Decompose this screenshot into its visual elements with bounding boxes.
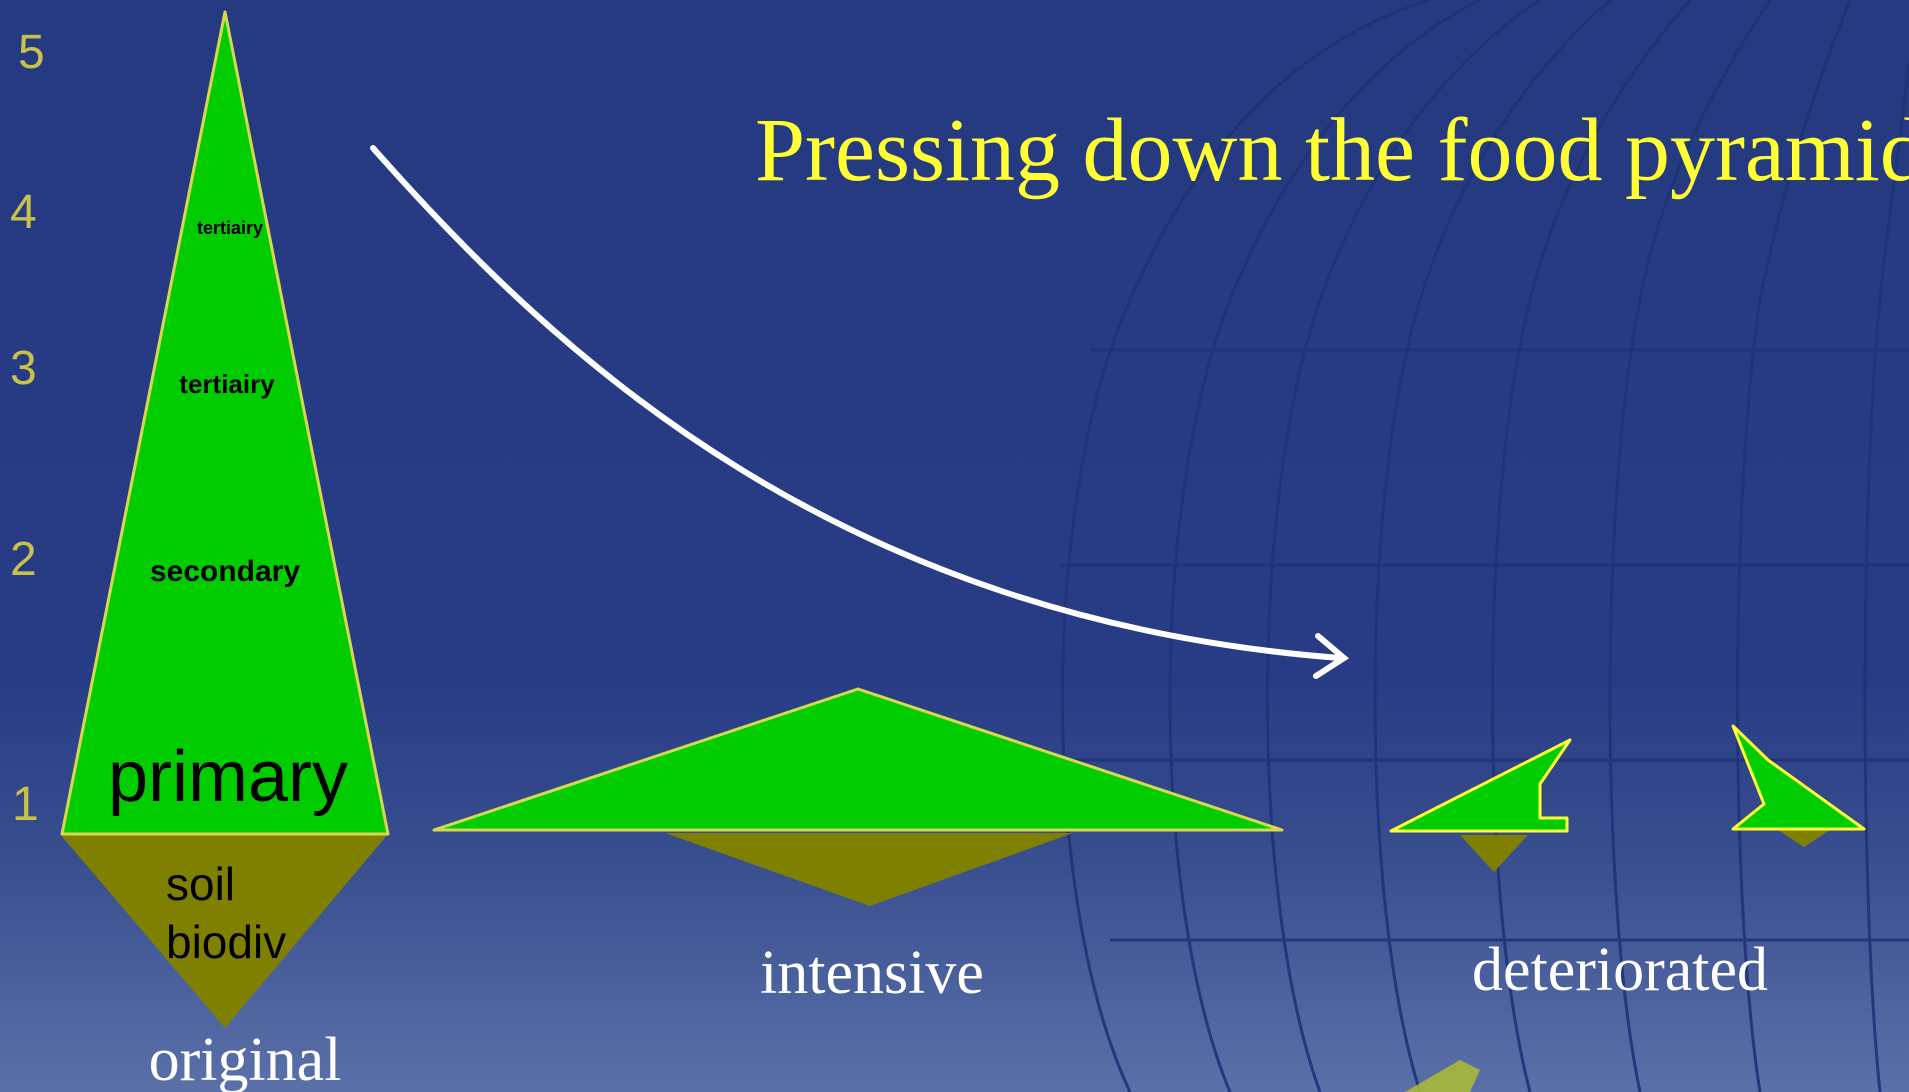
level-2-label: 2	[10, 533, 37, 586]
level-axis: 5 4 3 2 1	[10, 26, 45, 831]
deteriorated-food-shape-2	[1731, 724, 1866, 831]
original-food-pyramid	[60, 10, 390, 836]
deteriorated-soil-triangle-1	[1460, 835, 1528, 872]
intensive-food-pyramid	[432, 687, 1284, 832]
original-level4-label: tertiairy	[197, 218, 263, 238]
level-4-label: 4	[10, 186, 37, 239]
level-1-label: 1	[12, 778, 39, 831]
intensive-soil-triangle	[665, 833, 1073, 906]
original-caption: original	[149, 1026, 342, 1092]
intensive-caption: intensive	[760, 939, 984, 1007]
deteriorated-pyramids: deteriorated	[1389, 724, 1866, 1004]
original-soil-triangle	[60, 834, 388, 1028]
original-level2-label: secondary	[150, 555, 300, 588]
globe-background	[1060, 0, 1909, 1092]
intensive-pyramid: intensive	[432, 687, 1284, 1007]
original-biodiv-label: biodiv	[166, 916, 286, 968]
pressing-arrow	[370, 145, 1350, 679]
original-level1-label: primary	[108, 737, 348, 817]
level-5-label: 5	[18, 26, 45, 79]
original-pyramid: tertiairy tertiairy secondary primary so…	[60, 10, 390, 1092]
original-soil-label: soil	[166, 858, 235, 910]
slide-title: Pressing down the food pyramide	[755, 101, 1909, 200]
deteriorated-caption: deteriorated	[1472, 936, 1768, 1004]
deteriorated-soil-triangle-2	[1778, 830, 1830, 847]
original-level3-label: tertiairy	[179, 369, 275, 399]
deteriorated-food-shape-1	[1389, 738, 1572, 833]
level-3-label: 3	[10, 342, 37, 395]
decorative-leaf-shape	[1405, 1060, 1480, 1092]
